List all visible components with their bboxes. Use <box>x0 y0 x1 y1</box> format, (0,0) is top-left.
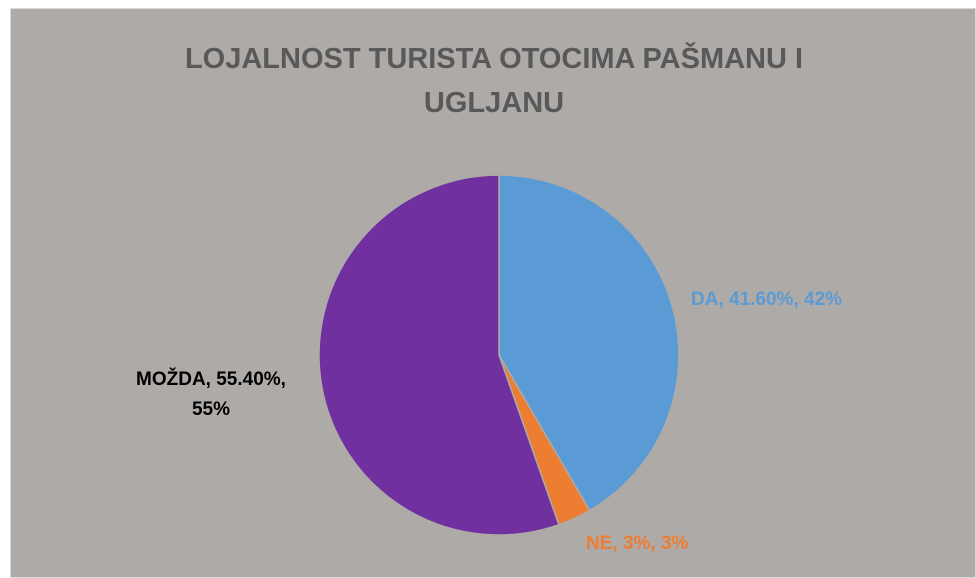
data-label: MOŽDA, 55.40%, 55% <box>136 369 286 420</box>
chart-area: LOJALNOST TURISTA OTOCIMA PAŠMANU I UGLJ… <box>10 8 976 578</box>
data-label: DA, 41.60%, 42% <box>691 289 843 310</box>
pie-slice <box>498 174 680 512</box>
chart <box>318 174 680 536</box>
pie-slice <box>318 174 560 536</box>
data-label: NE, 3%, 3% <box>586 533 689 554</box>
chart-title: LOJALNOST TURISTA OTOCIMA PAŠMANU I UGLJ… <box>184 43 804 119</box>
